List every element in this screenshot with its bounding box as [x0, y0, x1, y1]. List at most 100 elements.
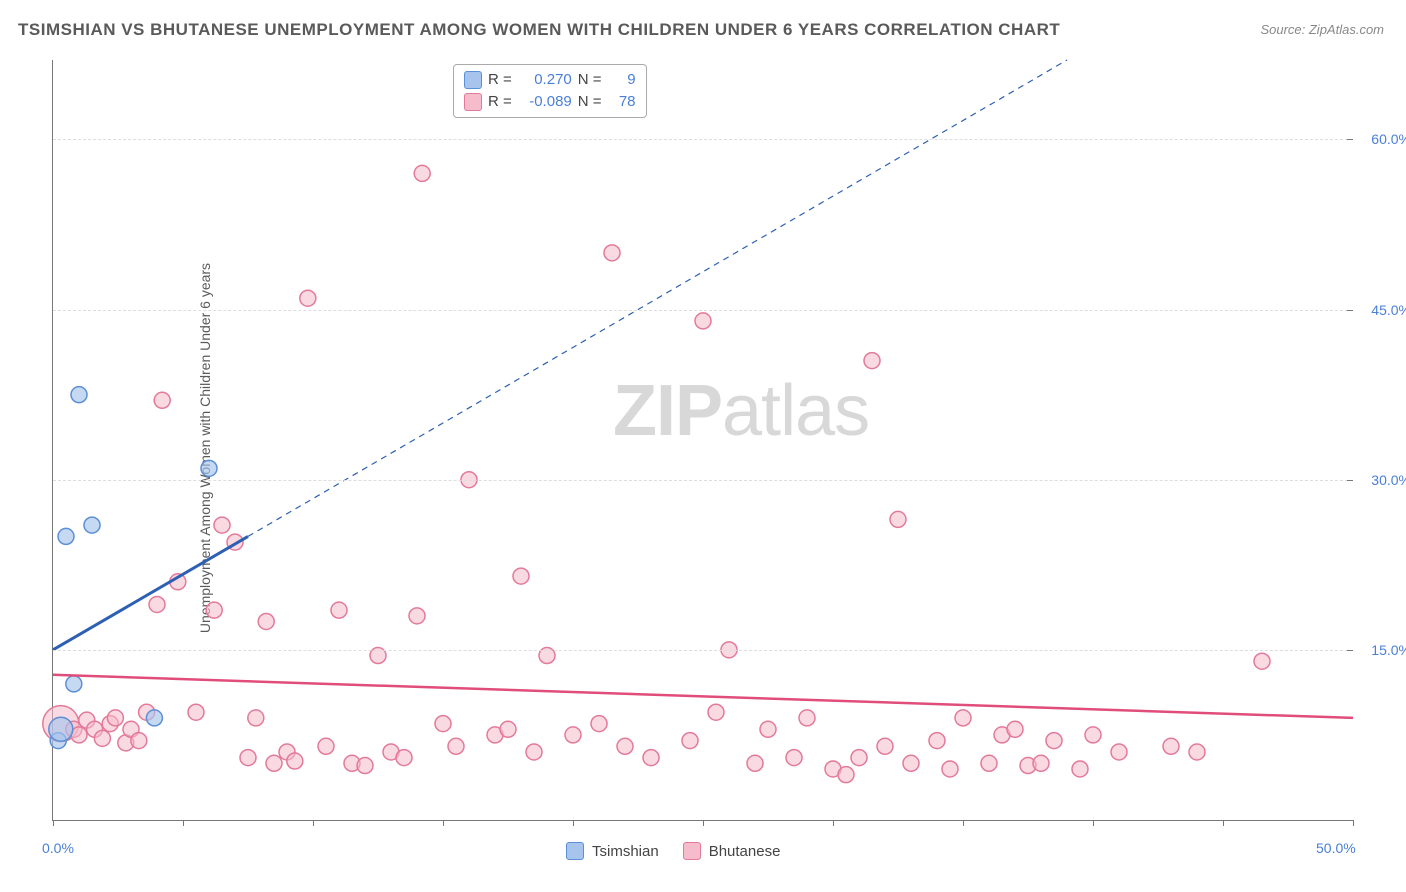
legend-stats-row-2: R = -0.089 N = 78 [464, 91, 636, 113]
data-point [695, 313, 711, 329]
data-point [188, 704, 204, 720]
x-tick [1093, 820, 1094, 826]
data-point [107, 710, 123, 726]
data-point [890, 511, 906, 527]
x-tick [53, 820, 54, 826]
legend-swatch-bhutanese [464, 93, 482, 111]
data-point [526, 744, 542, 760]
data-point [287, 753, 303, 769]
trend-line [53, 675, 1353, 718]
data-point [266, 755, 282, 771]
data-point [49, 717, 73, 741]
data-point [955, 710, 971, 726]
y-tick-label: 45.0% [1361, 302, 1406, 318]
n-label: N = [578, 69, 602, 91]
data-point [903, 755, 919, 771]
data-point [1007, 721, 1023, 737]
data-point [591, 716, 607, 732]
data-point [300, 290, 316, 306]
data-point [604, 245, 620, 261]
data-point [747, 755, 763, 771]
x-tick [963, 820, 964, 826]
data-point [1046, 733, 1062, 749]
data-point [357, 758, 373, 774]
data-point [149, 596, 165, 612]
legend-swatch-icon [566, 842, 584, 860]
data-point [409, 608, 425, 624]
legend-stats-row-1: R = 0.270 N = 9 [464, 69, 636, 91]
data-point [1072, 761, 1088, 777]
data-point [131, 733, 147, 749]
data-point [1254, 653, 1270, 669]
x-tick [573, 820, 574, 826]
legend-item-tsimshian: Tsimshian [566, 842, 659, 860]
y-tick-label: 30.0% [1361, 472, 1406, 488]
r-label: R = [488, 69, 512, 91]
r-value: -0.089 [518, 91, 572, 113]
data-point [565, 727, 581, 743]
data-point [786, 750, 802, 766]
data-point [500, 721, 516, 737]
data-point [1111, 744, 1127, 760]
data-point [71, 387, 87, 403]
n-value: 78 [608, 91, 636, 113]
legend-stats: R = 0.270 N = 9 R = -0.089 N = 78 [453, 64, 647, 118]
legend-item-bhutanese: Bhutanese [683, 842, 781, 860]
data-point [435, 716, 451, 732]
data-point [318, 738, 334, 754]
x-tick [703, 820, 704, 826]
grid-line [53, 480, 1353, 481]
x-tick [443, 820, 444, 826]
data-point [414, 165, 430, 181]
data-point [258, 613, 274, 629]
data-point [643, 750, 659, 766]
y-tick-label: 15.0% [1361, 642, 1406, 658]
x-tick [313, 820, 314, 826]
data-point [864, 353, 880, 369]
r-value: 0.270 [518, 69, 572, 91]
data-point [1163, 738, 1179, 754]
chart-svg [53, 60, 1353, 820]
data-point [708, 704, 724, 720]
x-axis-max-label: 50.0% [1316, 840, 1356, 856]
data-point [214, 517, 230, 533]
data-point [396, 750, 412, 766]
legend-label: Bhutanese [709, 843, 781, 860]
data-point [981, 755, 997, 771]
chart-title: TSIMSHIAN VS BHUTANESE UNEMPLOYMENT AMON… [18, 20, 1060, 40]
trend-line [53, 536, 248, 649]
data-point [94, 730, 110, 746]
x-tick [183, 820, 184, 826]
grid-line [53, 310, 1353, 311]
legend-label: Tsimshian [592, 843, 659, 860]
data-point [1189, 744, 1205, 760]
data-point [206, 602, 222, 618]
x-tick [833, 820, 834, 826]
source-attribution: Source: ZipAtlas.com [1260, 22, 1384, 37]
data-point [617, 738, 633, 754]
data-point [838, 767, 854, 783]
data-point [929, 733, 945, 749]
x-tick [1353, 820, 1354, 826]
data-point [942, 761, 958, 777]
legend-series: Tsimshian Bhutanese [566, 842, 780, 860]
legend-swatch-icon [683, 842, 701, 860]
grid-line [53, 139, 1353, 140]
plot-area: ZIPatlas R = 0.270 N = 9 R = -0.089 N = … [52, 60, 1353, 821]
n-value: 9 [608, 69, 636, 91]
data-point [84, 517, 100, 533]
data-point [201, 460, 217, 476]
data-point [154, 392, 170, 408]
data-point [1033, 755, 1049, 771]
y-tick-label: 60.0% [1361, 131, 1406, 147]
x-tick [1223, 820, 1224, 826]
data-point [851, 750, 867, 766]
x-axis-min-label: 0.0% [42, 840, 74, 856]
data-point [146, 710, 162, 726]
data-point [248, 710, 264, 726]
n-label: N = [578, 91, 602, 113]
data-point [760, 721, 776, 737]
data-point [682, 733, 698, 749]
r-label: R = [488, 91, 512, 113]
grid-line [53, 650, 1353, 651]
